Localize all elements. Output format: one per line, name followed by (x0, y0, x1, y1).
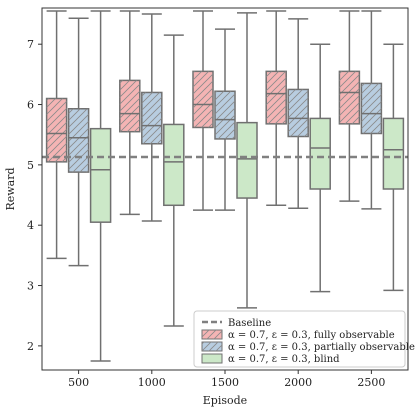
box-hatch (361, 83, 382, 134)
legend-swatch-hatch-0 (202, 330, 222, 339)
box-body (382, 117, 405, 190)
box-2500-series-0 (338, 10, 361, 202)
legend-box (193, 310, 406, 368)
box-1000-series-2 (163, 34, 185, 327)
legend-baseline-label: Baseline (228, 318, 271, 329)
legend-swatch-series-2 (201, 353, 223, 364)
box-hatch (46, 98, 67, 162)
box-hatch (215, 91, 235, 139)
box-body (163, 123, 185, 207)
box-hatch (266, 71, 287, 124)
box-1500-series-2 (236, 12, 258, 309)
box-body (89, 127, 112, 223)
box-hatch (193, 71, 213, 128)
box-2500-series-1 (360, 10, 383, 210)
y-tick-label-2: 2 (27, 340, 34, 353)
box-500-series-0 (45, 10, 68, 260)
box-500-series-1 (67, 17, 90, 267)
x-tick-label-500: 500 (68, 376, 89, 389)
legend-swatch-hatch-1 (202, 342, 222, 351)
y-tick-label-5: 5 (27, 159, 34, 172)
box-1000-series-0 (119, 10, 141, 216)
x-axis-label: Episode (203, 394, 247, 407)
y-tick-label-3: 3 (27, 280, 34, 293)
y-tick-label-6: 6 (27, 99, 34, 112)
y-axis-label: Reward (4, 167, 17, 210)
box-2000-series-2 (309, 43, 331, 293)
box-hatch (339, 71, 360, 124)
box-1000-series-1 (141, 13, 163, 222)
y-tick-label-7: 7 (27, 38, 34, 51)
y-tick-label-4: 4 (27, 219, 34, 232)
box-500-series-2 (89, 10, 112, 362)
box-body (309, 117, 331, 190)
box-2000-series-0 (265, 10, 287, 207)
legend-label-series-0: α = 0.7, ε = 0.3, fully observable (228, 330, 395, 341)
legend-label-series-1: α = 0.7, ε = 0.3, partially observable (228, 342, 415, 353)
box-1500-series-1 (214, 28, 236, 211)
box-1500-series-0 (192, 10, 214, 211)
x-tick-label-2500: 2500 (357, 376, 385, 389)
x-tick-label-1000: 1000 (138, 376, 166, 389)
box-hatch (119, 80, 140, 132)
x-tick-label-1500: 1500 (211, 376, 239, 389)
box-2000-series-1 (287, 18, 309, 210)
legend-label-series-2: α = 0.7, ε = 0.3, blind (228, 354, 340, 365)
box-hatch (141, 92, 162, 144)
box-hatch (68, 108, 89, 173)
box-2500-series-2 (382, 43, 405, 292)
x-tick-label-2000: 2000 (284, 376, 312, 389)
box-hatch (288, 89, 309, 137)
box-body (236, 121, 258, 199)
